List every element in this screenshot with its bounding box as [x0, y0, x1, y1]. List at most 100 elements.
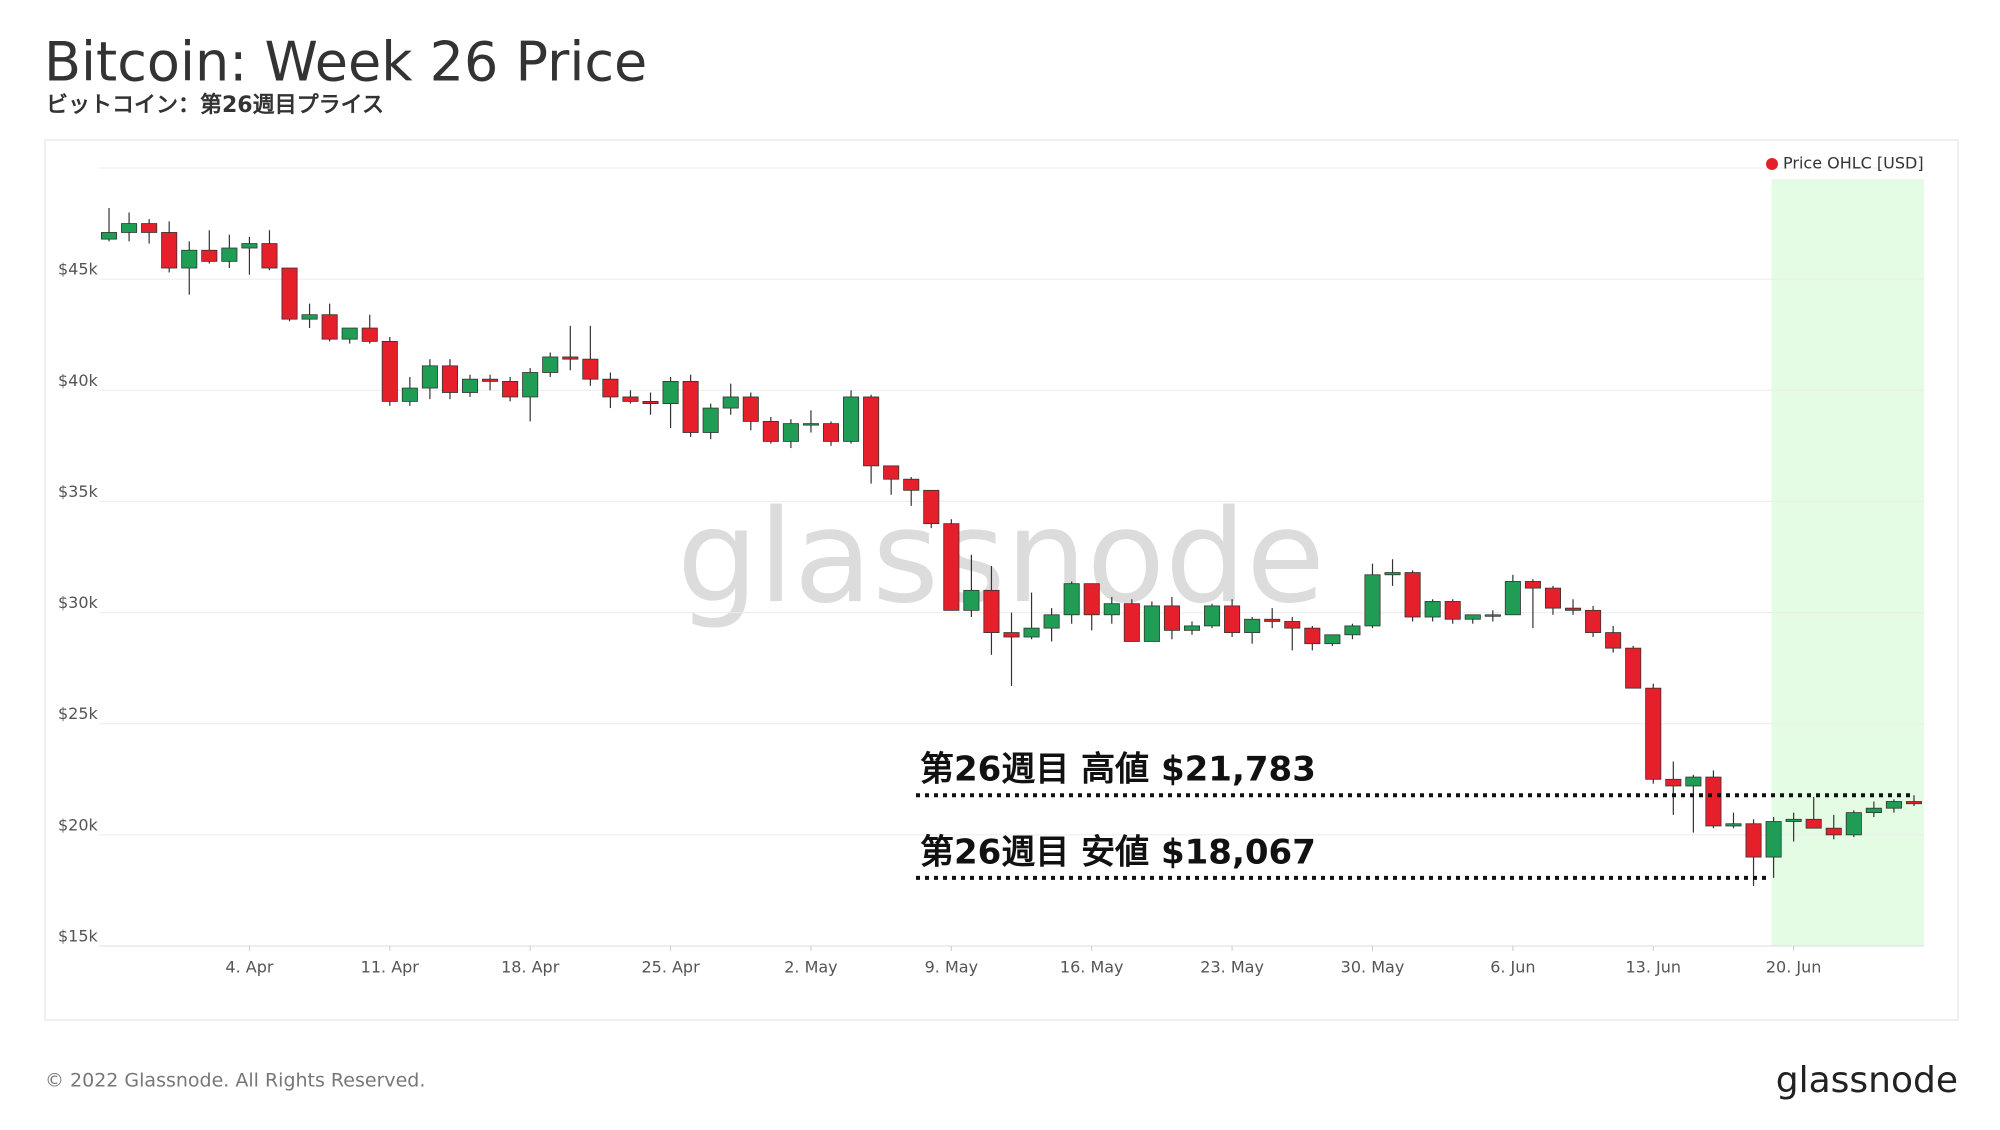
- candle-body: [903, 478, 920, 491]
- candle-body: [221, 247, 238, 262]
- chart-frame: [44, 139, 1959, 1021]
- candle-body: [401, 387, 418, 402]
- candle-body: [381, 340, 398, 402]
- annotation-label: 第26週目 安値 $18,067: [920, 832, 1316, 872]
- candle-body: [1003, 632, 1020, 638]
- candle-body: [121, 223, 138, 233]
- candle-body: [241, 243, 258, 249]
- y-tick-label: $45k: [58, 260, 99, 279]
- x-tick-label: 4. Apr: [225, 958, 273, 977]
- candle-body: [762, 421, 779, 442]
- candle-body: [1324, 634, 1341, 645]
- brand-logo: glassnode: [1776, 1060, 1958, 1101]
- y-tick-label: $40k: [58, 371, 99, 390]
- candle-body: [1464, 614, 1481, 620]
- candle-body: [542, 356, 559, 373]
- candle-body: [1725, 823, 1742, 827]
- candle-body: [782, 423, 799, 442]
- candle-body: [1043, 614, 1060, 629]
- candle-body: [461, 378, 479, 393]
- candle-body: [1163, 605, 1180, 631]
- candle-body: [1204, 605, 1221, 627]
- candle-body: [1384, 572, 1401, 576]
- candle-body: [923, 489, 940, 525]
- candle-body: [101, 232, 118, 240]
- candle-body: [1304, 627, 1321, 645]
- candle-body: [1264, 618, 1281, 622]
- y-tick-label: $20k: [58, 815, 99, 834]
- candle-body: [1103, 603, 1120, 616]
- candle-body: [141, 223, 158, 233]
- candle-body: [1785, 818, 1802, 822]
- candle-body: [1544, 587, 1562, 609]
- legend-label: Price OHLC [USD]: [1783, 154, 1924, 173]
- candle-body: [1123, 603, 1140, 642]
- candle-body: [522, 372, 539, 398]
- candle-body: [361, 327, 378, 342]
- candle-body: [843, 396, 860, 442]
- candle-body: [883, 465, 900, 480]
- candle-body: [1284, 621, 1301, 629]
- candle-body: [742, 396, 759, 422]
- candle-body: [1364, 574, 1381, 627]
- candle-body: [1885, 801, 1902, 809]
- candle-body: [562, 356, 579, 360]
- candle-body: [1565, 607, 1582, 611]
- x-tick-label: 20. Jun: [1766, 958, 1822, 977]
- candle-body: [1244, 618, 1261, 633]
- candle-body: [802, 423, 819, 426]
- candle-body: [1645, 687, 1662, 780]
- candle-body: [1685, 776, 1702, 787]
- candle-body: [1905, 801, 1922, 805]
- candle-body: [1484, 614, 1501, 617]
- candle-body: [1183, 625, 1201, 631]
- x-tick-label: 6. Jun: [1490, 958, 1535, 977]
- candle-body: [722, 396, 739, 409]
- candle-body: [1745, 823, 1762, 858]
- candle-body: [582, 358, 599, 380]
- candle-body: [642, 400, 659, 405]
- candle-body: [863, 396, 880, 467]
- candle-body: [1063, 583, 1080, 616]
- candle-body: [1765, 821, 1782, 858]
- candle-body: [1404, 572, 1421, 618]
- y-tick-label: $25k: [58, 704, 99, 723]
- candle-body: [321, 314, 338, 340]
- x-tick-label: 11. Apr: [361, 958, 420, 977]
- candle-body: [421, 365, 438, 389]
- candle-body: [1444, 601, 1461, 620]
- candle-body: [983, 589, 1000, 633]
- candle-body: [181, 249, 198, 269]
- candle-body: [482, 378, 499, 382]
- candle-body: [1625, 647, 1642, 689]
- candle-body: [822, 423, 840, 442]
- candle-body: [1845, 812, 1862, 836]
- candle-body: [1083, 583, 1100, 616]
- candle-body: [1825, 827, 1842, 836]
- candle-body: [662, 380, 679, 405]
- candle-body: [682, 380, 699, 433]
- candle-body: [1023, 627, 1040, 638]
- candle-body: [1424, 601, 1441, 618]
- candle-body: [1524, 581, 1541, 589]
- x-tick-label: 2. May: [784, 958, 837, 977]
- legend-marker: [1766, 158, 1778, 170]
- candle-body: [1143, 605, 1160, 642]
- candle-body: [602, 378, 619, 398]
- candle-body: [622, 396, 639, 402]
- chart-title: Bitcoin: Week 26 Price: [44, 31, 647, 94]
- x-tick-label: 23. May: [1200, 958, 1264, 977]
- candle-body: [1865, 807, 1882, 814]
- candle-body: [943, 523, 960, 611]
- candle-body: [963, 589, 980, 611]
- y-tick-label: $35k: [58, 482, 99, 501]
- annotation-label: 第26週目 高値 $21,783: [920, 750, 1316, 790]
- x-tick-label: 25. Apr: [641, 958, 700, 977]
- y-tick-label: $30k: [58, 593, 99, 612]
- x-tick-label: 30. May: [1341, 958, 1405, 977]
- candle-body: [341, 327, 358, 340]
- candle-body: [1344, 625, 1361, 636]
